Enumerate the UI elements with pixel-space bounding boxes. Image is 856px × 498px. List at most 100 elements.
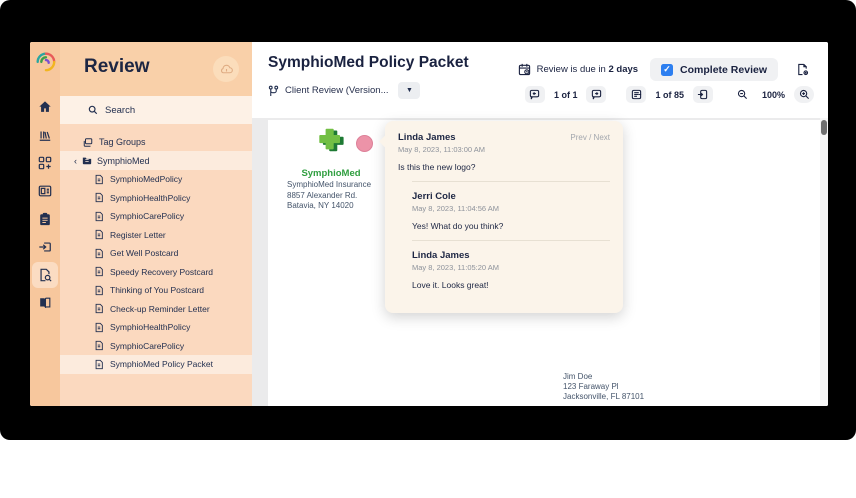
zoom-out-button[interactable] (733, 86, 753, 103)
magnifier-plus-icon (799, 89, 809, 100)
sidebar-document-item[interactable]: SymphioMed Policy Packet (60, 355, 252, 374)
document-item-label: Check-up Reminder Letter (110, 303, 210, 314)
sidebar-document-item[interactable]: Check-up Reminder Letter (60, 300, 252, 319)
document-item-label: SymphioMed Policy Packet (110, 359, 213, 370)
next-page-button[interactable] (692, 86, 713, 103)
sidebar-document-item[interactable]: SymphioMedPolicy (60, 170, 252, 189)
file-icon (95, 304, 103, 314)
due-days: 2 days (608, 64, 639, 75)
sidebar-document-item[interactable]: Get Well Postcard (60, 244, 252, 263)
file-settings-button[interactable] (790, 58, 814, 81)
logo-wordmark: SymphioMed (301, 168, 361, 179)
document-list: SymphioMedPolicy SymphioHealthPolicy Sym… (60, 170, 252, 374)
sender-address: SymphioMed Insurance 8857 Alexander Rd. Ba… (287, 180, 371, 212)
document-item-label: SymphioMedPolicy (110, 174, 183, 185)
document-item-label: SymphioCarePolicy (110, 340, 185, 351)
viewer-scrollbar[interactable] (820, 118, 828, 406)
comment-next-icon (591, 89, 602, 100)
complete-review-button[interactable]: ✓ Complete Review (650, 58, 778, 81)
due-text: Review is due in 2 days (536, 64, 639, 75)
recipient-address-line: Jim Doe (563, 372, 593, 381)
file-icon (95, 248, 103, 258)
comment-item[interactable]: Linda James May 8, 2023, 11:05:20 AM Lov… (412, 240, 610, 304)
tag-groups-label: Tag Groups (99, 137, 146, 147)
tag-groups-icon (83, 137, 93, 147)
document-item-label: SymphioHealthPolicy (110, 192, 191, 203)
document-page: SymphioMed SymphioMed Insurance 8857 Alex… (268, 120, 820, 406)
caret-down-icon: ▼ (406, 87, 413, 94)
app-window: Review Search Tag Groups ‹ (30, 42, 828, 406)
sidebar-document-item[interactable]: SymphioHealthPolicy (60, 189, 252, 208)
document-item-label: Register Letter (110, 229, 166, 240)
sidebar-document-item[interactable]: SymphioCarePolicy (60, 337, 252, 356)
cloud-sync-button[interactable] (213, 56, 239, 82)
document-item-label: Get Well Postcard (110, 248, 179, 259)
sidebar-document-item[interactable]: Speedy Recovery Postcard (60, 263, 252, 282)
prev-comment-button[interactable] (524, 86, 545, 103)
document-item-label: SymphioHealthPolicy (110, 322, 191, 333)
collapse-chevron-icon[interactable]: ‹ (74, 155, 77, 166)
zoom-in-button[interactable] (794, 86, 814, 103)
version-dropdown-button[interactable]: ▼ (398, 82, 421, 99)
comment-thread-popup: Prev / Next Linda James May 8, 2023, 11:… (379, 121, 623, 313)
prev-page-button[interactable] (626, 86, 647, 103)
search-input[interactable]: Search (60, 96, 252, 124)
next-comment-button[interactable] (586, 86, 607, 103)
sidebar-document-item[interactable]: SymphioHealthPolicy (60, 318, 252, 337)
clipboard-icon[interactable] (32, 206, 58, 232)
sender-address-line: 8857 Alexander Rd. (287, 190, 358, 200)
home-icon[interactable] (32, 94, 58, 120)
comment-prev-icon (530, 89, 540, 100)
tag-groups-row[interactable]: Tag Groups (60, 133, 252, 151)
comment-pin[interactable] (356, 135, 373, 152)
file-icon (95, 285, 103, 295)
library-icon[interactable] (32, 122, 58, 148)
page-list-icon (631, 89, 642, 100)
complete-review-label: Complete Review (680, 63, 767, 76)
image-card-icon[interactable] (32, 178, 58, 204)
comment-item[interactable]: Linda James May 8, 2023, 11:03:00 AM Is … (398, 132, 610, 181)
sender-address-line: SymphioMed Insurance (287, 180, 372, 189)
comment-counter: 1 of 1 (553, 89, 578, 100)
calendar-clock-icon (518, 63, 530, 76)
sidebar-tree: Tag Groups ‹ SymphioMed SymphioMedPolicy (60, 133, 252, 374)
sidebar-document-item[interactable]: Register Letter (60, 226, 252, 245)
file-icon (95, 359, 103, 369)
scrollbar-thumb[interactable] (821, 120, 827, 135)
sidebar-document-item[interactable]: SymphioCarePolicy (60, 207, 252, 226)
prev-next-links[interactable]: Prev / Next (570, 133, 610, 142)
file-icon (95, 193, 103, 203)
sidebar-document-item[interactable]: Thinking of You Postcard (60, 281, 252, 300)
green-cross-icon (319, 128, 344, 152)
folder-row-symphiomed[interactable]: ‹ SymphioMed (60, 151, 252, 170)
header-actions: Review is due in 2 days ✓ Complete Revie… (518, 58, 814, 81)
document-viewer: SymphioMed SymphioMed Insurance 8857 Alex… (252, 118, 828, 406)
version-label: Client Review (Version... (285, 85, 389, 96)
comment-author: Jerri Cole (412, 191, 456, 202)
export-icon[interactable] (32, 234, 58, 260)
file-gear-icon (797, 63, 808, 76)
sidebar-header: Review (60, 42, 252, 96)
document-item-label: Thinking of You Postcard (110, 285, 205, 296)
recipient-address-line: 123 Faraway Pl (563, 382, 619, 391)
grid-add-icon[interactable] (32, 150, 58, 176)
search-placeholder: Search (105, 104, 136, 116)
book-icon[interactable] (32, 290, 58, 316)
sender-address-line: Batavia, NY 14020 (287, 201, 354, 210)
magnifier-minus-icon (738, 89, 748, 100)
version-branch-icon (268, 85, 279, 96)
file-icon (95, 211, 103, 221)
document-search-icon[interactable] (32, 262, 58, 288)
viewer-controls: 1 of 1 1 of 85 (524, 86, 814, 103)
recipient-address-line: Jacksonville, FL 87101 (563, 392, 645, 401)
comment-item[interactable]: Jerri Cole May 8, 2023, 11:04:56 AM Yes!… (412, 181, 610, 240)
search-icon (88, 105, 98, 115)
comment-timestamp: May 8, 2023, 11:05:20 AM (412, 263, 500, 272)
page-counter: 1 of 85 (655, 89, 684, 100)
comment-body: Is this the new logo? (398, 162, 476, 172)
review-due-status: Review is due in 2 days (518, 63, 638, 76)
comment-author: Linda James (398, 132, 456, 143)
folder-label: SymphioMed (97, 155, 150, 166)
app-logo-icon (36, 52, 56, 72)
